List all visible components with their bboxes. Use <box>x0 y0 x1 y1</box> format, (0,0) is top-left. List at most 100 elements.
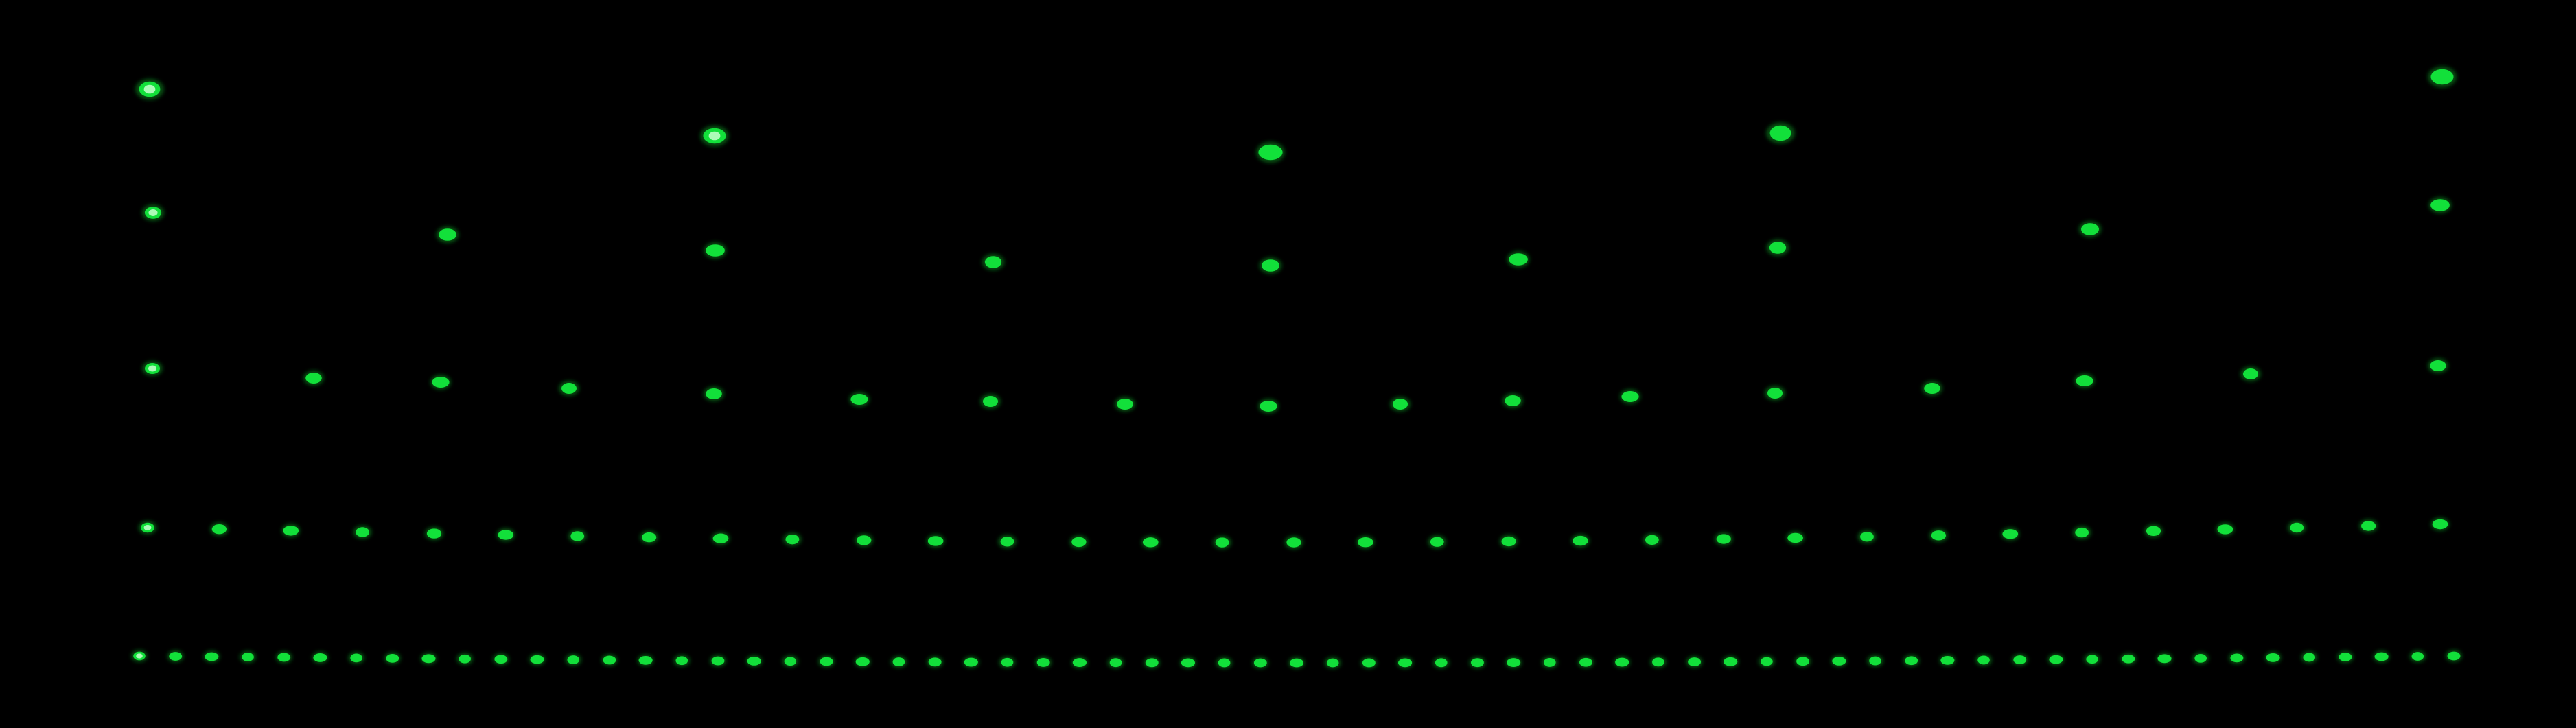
row-5-spot <box>492 653 509 666</box>
row-4-spot <box>711 531 730 545</box>
row-5-spot <box>637 654 654 667</box>
row-2-spot <box>2078 220 2102 238</box>
row-5-spot <box>890 655 907 668</box>
row-1-spot <box>135 78 164 100</box>
spot-core <box>1940 655 1955 665</box>
row-3-spot <box>2428 358 2448 373</box>
spot-core <box>1036 658 1050 667</box>
row-2-spot <box>2428 196 2452 214</box>
spot-core <box>1397 658 1413 668</box>
spot-core <box>1767 388 1783 399</box>
spot-core <box>1109 658 1122 668</box>
row-4-spot <box>1571 534 1590 548</box>
row-3-spot <box>1390 397 1411 412</box>
row-5-spot <box>2336 650 2354 664</box>
row-5-spot <box>275 651 292 664</box>
row-5-spot <box>673 654 691 667</box>
row-5-spot <box>384 652 401 665</box>
spot-core <box>2447 651 2461 661</box>
spot-core <box>2122 654 2135 664</box>
row-5-spot <box>1577 656 1594 669</box>
row-4-spot <box>209 522 229 537</box>
row-4-spot <box>1499 535 1518 548</box>
spot-core <box>1215 537 1229 548</box>
spot-core <box>1544 658 1556 667</box>
spot-core <box>426 528 442 539</box>
row-5-spot <box>999 656 1016 669</box>
spot-core <box>2430 69 2454 85</box>
spot-core <box>850 394 868 405</box>
spot-core <box>1470 658 1484 668</box>
row-5-spot <box>1397 657 1414 669</box>
row-4-spot <box>1213 535 1232 550</box>
row-3-spot <box>303 371 324 386</box>
spot-core <box>2411 652 2424 661</box>
row-5-spot <box>2301 651 2318 664</box>
spot-core <box>530 655 544 664</box>
row-2-spot <box>141 204 165 222</box>
spot-core <box>1262 259 1279 272</box>
row-5-spot <box>818 655 835 668</box>
spot-core <box>2290 522 2304 533</box>
row-3-spot <box>2240 366 2261 381</box>
row-4-spot <box>138 521 157 535</box>
row-5-spot <box>1469 656 1486 669</box>
row-4-spot <box>496 528 515 542</box>
spot-core <box>1218 658 1231 668</box>
spot-core <box>1117 399 1133 410</box>
spot-core <box>305 373 322 384</box>
row-5-spot <box>1360 657 1378 669</box>
spot-core <box>2266 653 2280 662</box>
spot-core <box>706 388 722 399</box>
row-5-spot <box>962 656 979 668</box>
spot-core <box>570 531 585 541</box>
row-5-spot <box>2228 652 2245 664</box>
spot-core <box>242 653 254 661</box>
spot-core <box>1142 537 1159 548</box>
row-3-spot <box>704 386 724 401</box>
row-2-spot <box>436 226 459 244</box>
spot-core <box>1071 537 1087 548</box>
row-1-spot <box>700 125 729 147</box>
spot-core <box>1869 656 1881 666</box>
spot-core <box>642 532 657 543</box>
spot-core <box>1860 532 1874 542</box>
spot-core <box>1435 658 1448 668</box>
row-4-spot <box>425 526 443 541</box>
spot-core <box>820 657 833 666</box>
spot-core <box>2076 375 2093 386</box>
spot-core <box>211 524 227 535</box>
row-4-spot <box>568 529 587 543</box>
row-3-spot <box>2074 373 2095 388</box>
row-4-spot <box>2072 526 2091 539</box>
spot-core <box>1621 391 1639 402</box>
spot-core <box>892 657 905 666</box>
spot-core <box>1579 657 1592 667</box>
row-5-spot <box>2446 650 2462 662</box>
row-5-spot <box>1107 656 1124 669</box>
row-5-spot <box>1541 656 1558 669</box>
spot-core <box>1362 658 1376 668</box>
spot-core <box>283 526 299 536</box>
spot-core <box>1924 383 1940 394</box>
row-5-spot <box>2264 651 2282 664</box>
spot-core <box>1289 658 1304 668</box>
row-5-spot <box>1867 655 1883 667</box>
row-4-spot <box>2287 521 2306 535</box>
row-5-spot <box>456 653 474 666</box>
row-4-spot <box>998 535 1017 549</box>
row-5-spot <box>1614 656 1631 668</box>
spot-core <box>2230 653 2244 663</box>
row-5-spot <box>131 650 148 662</box>
row-4-spot <box>1643 532 1662 547</box>
row-5-spot <box>312 651 329 664</box>
spot-core <box>927 536 944 546</box>
row-5-spot <box>2084 653 2101 666</box>
row-5-spot <box>1686 655 1703 668</box>
row-5-spot <box>745 655 763 668</box>
spot-core <box>1977 655 1990 665</box>
row-4-spot <box>855 533 874 548</box>
spot-core <box>1260 401 1277 412</box>
row-3-spot <box>849 392 870 407</box>
